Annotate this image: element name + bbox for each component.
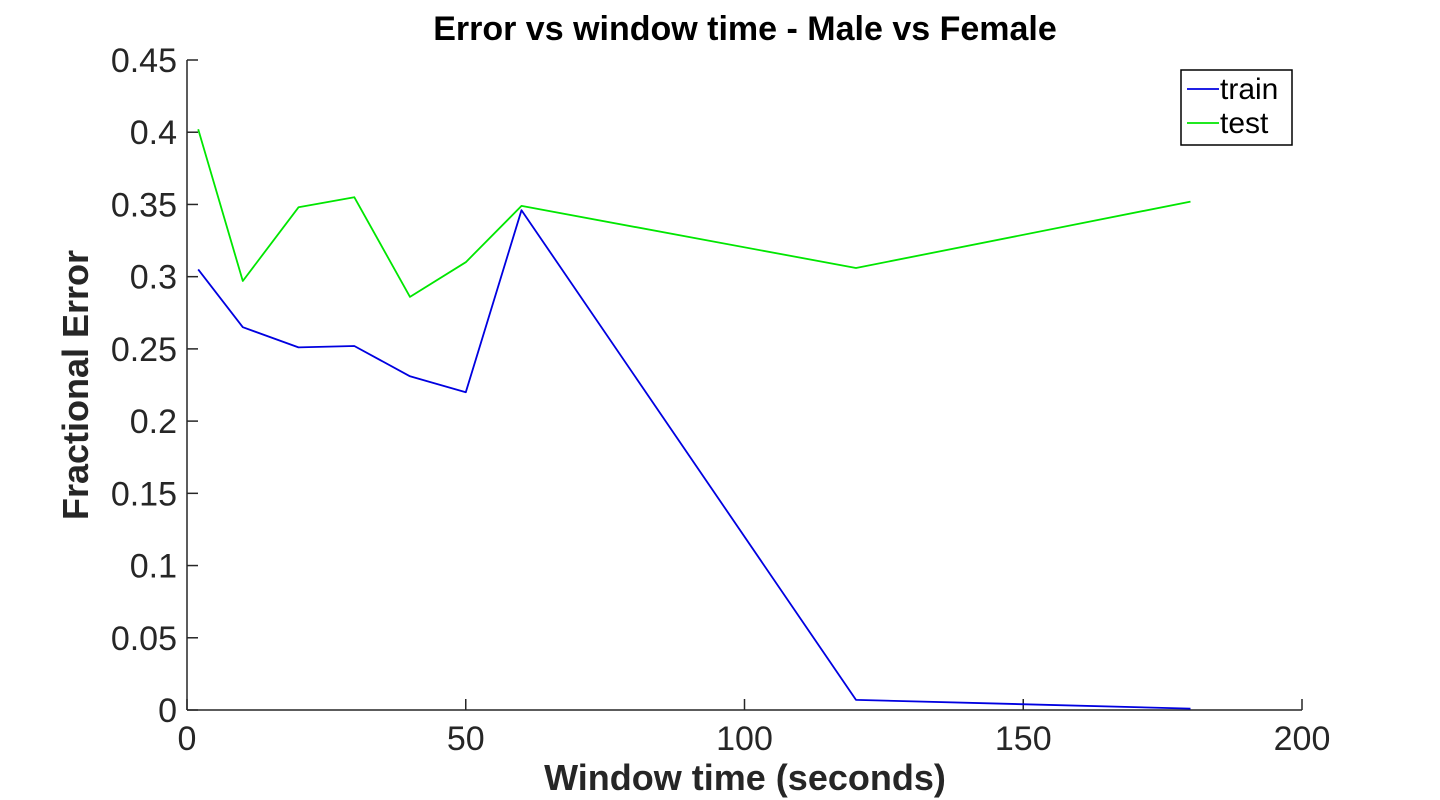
y-tick-label: 0.05 (111, 620, 177, 658)
y-axis-label: Fractional Error (55, 250, 96, 520)
chart-title: Error vs window time - Male vs Female (433, 10, 1057, 48)
legend-label-train: train (1220, 73, 1278, 106)
y-tick-label: 0.25 (111, 331, 177, 369)
x-tick-label: 150 (995, 720, 1052, 758)
legend-label-test: test (1220, 107, 1269, 140)
x-axis-label: Window time (seconds) (544, 757, 946, 798)
plot-axes: 0 0.05 0.1 0.15 0.2 0.25 0.3 0.35 0.4 0.45 0 50 100 1… (111, 42, 1331, 758)
series-line-test (197, 129, 1191, 298)
y-tick-label: 0 (158, 692, 177, 730)
y-tick-label: 0.15 (111, 475, 177, 513)
x-tick-label: 0 (178, 720, 197, 758)
x-tick-label: 100 (716, 720, 773, 758)
legend-box (1180, 69, 1293, 146)
y-tick-label: 0.2 (130, 403, 177, 441)
series-layer (197, 129, 1191, 710)
x-tick-label: 200 (1274, 720, 1331, 758)
y-tick-label: 0.45 (111, 42, 177, 80)
series-line-train (197, 209, 1191, 710)
y-tick-label: 0.1 (130, 548, 177, 586)
y-tick-label: 0.35 (111, 186, 177, 224)
x-tick-label: 50 (447, 720, 485, 758)
y-tick-label: 0.4 (130, 114, 177, 152)
y-tick-label: 0.3 (130, 259, 177, 297)
